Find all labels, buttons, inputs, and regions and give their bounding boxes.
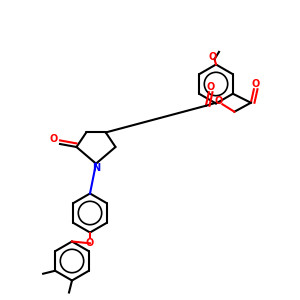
Text: O: O (206, 82, 214, 92)
Text: O: O (209, 52, 217, 62)
Text: O: O (251, 79, 260, 89)
Text: O: O (215, 96, 223, 106)
Text: O: O (86, 238, 94, 248)
Text: O: O (50, 134, 58, 145)
Text: N: N (92, 163, 100, 173)
